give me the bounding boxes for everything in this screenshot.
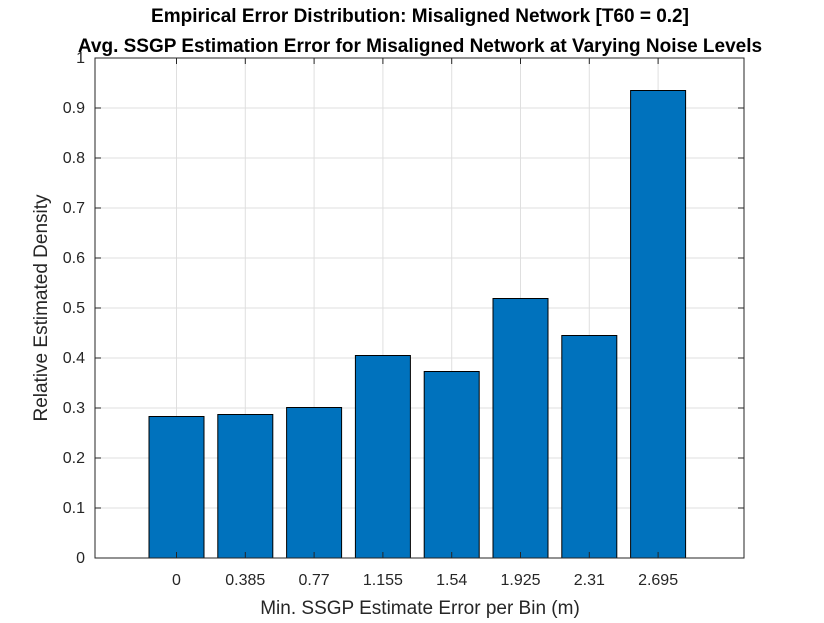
- bar: [630, 90, 687, 559]
- x-tick-label: 1.925: [500, 572, 540, 589]
- x-tick-label: 0.77: [299, 572, 330, 589]
- bar: [286, 407, 343, 559]
- chart-title: Empirical Error Distribution: Misaligned…: [151, 6, 689, 27]
- x-tick-label: 0: [172, 572, 181, 589]
- bar: [217, 414, 274, 559]
- axis-ticks: [95, 57, 744, 559]
- bar: [561, 335, 618, 559]
- bars: [148, 90, 687, 559]
- y-tick-label: 0.4: [63, 350, 85, 367]
- bar: [354, 355, 411, 559]
- x-tick-label: 1.155: [363, 572, 403, 589]
- y-tick-label: 0.6: [63, 250, 85, 267]
- y-tick-label: 0.2: [63, 450, 85, 467]
- y-tick-label: 0.9: [63, 100, 85, 117]
- y-tick-label: 0.1: [63, 500, 85, 517]
- tick-labels: 0 0.1 0.2 0.3 0.4 0.5 0.6 0.7 0.8 0.9 1 0 0.385 0.77 1…: [63, 50, 678, 589]
- x-tick-label: 2.31: [574, 572, 605, 589]
- x-axis-label: Min. SSGP Estimate Error per Bin (m): [260, 598, 580, 619]
- bar: [423, 371, 480, 559]
- y-tick-label: 0.5: [63, 300, 85, 317]
- y-tick-label: 1: [76, 50, 85, 67]
- x-tick-label: 1.54: [436, 572, 467, 589]
- y-tick-label: 0.8: [63, 150, 85, 167]
- chart-subtitle: Avg. SSGP Estimation Error for Misaligne…: [78, 36, 762, 57]
- y-axis-label: Relative Estimated Density: [31, 194, 52, 422]
- y-tick-label: 0.7: [63, 200, 85, 217]
- x-tick-label: 0.385: [225, 572, 265, 589]
- x-tick-label: 2.695: [638, 572, 678, 589]
- y-tick-label: 0: [76, 550, 85, 567]
- bar: [492, 298, 549, 559]
- bar: [148, 416, 205, 559]
- y-tick-label: 0.3: [63, 400, 85, 417]
